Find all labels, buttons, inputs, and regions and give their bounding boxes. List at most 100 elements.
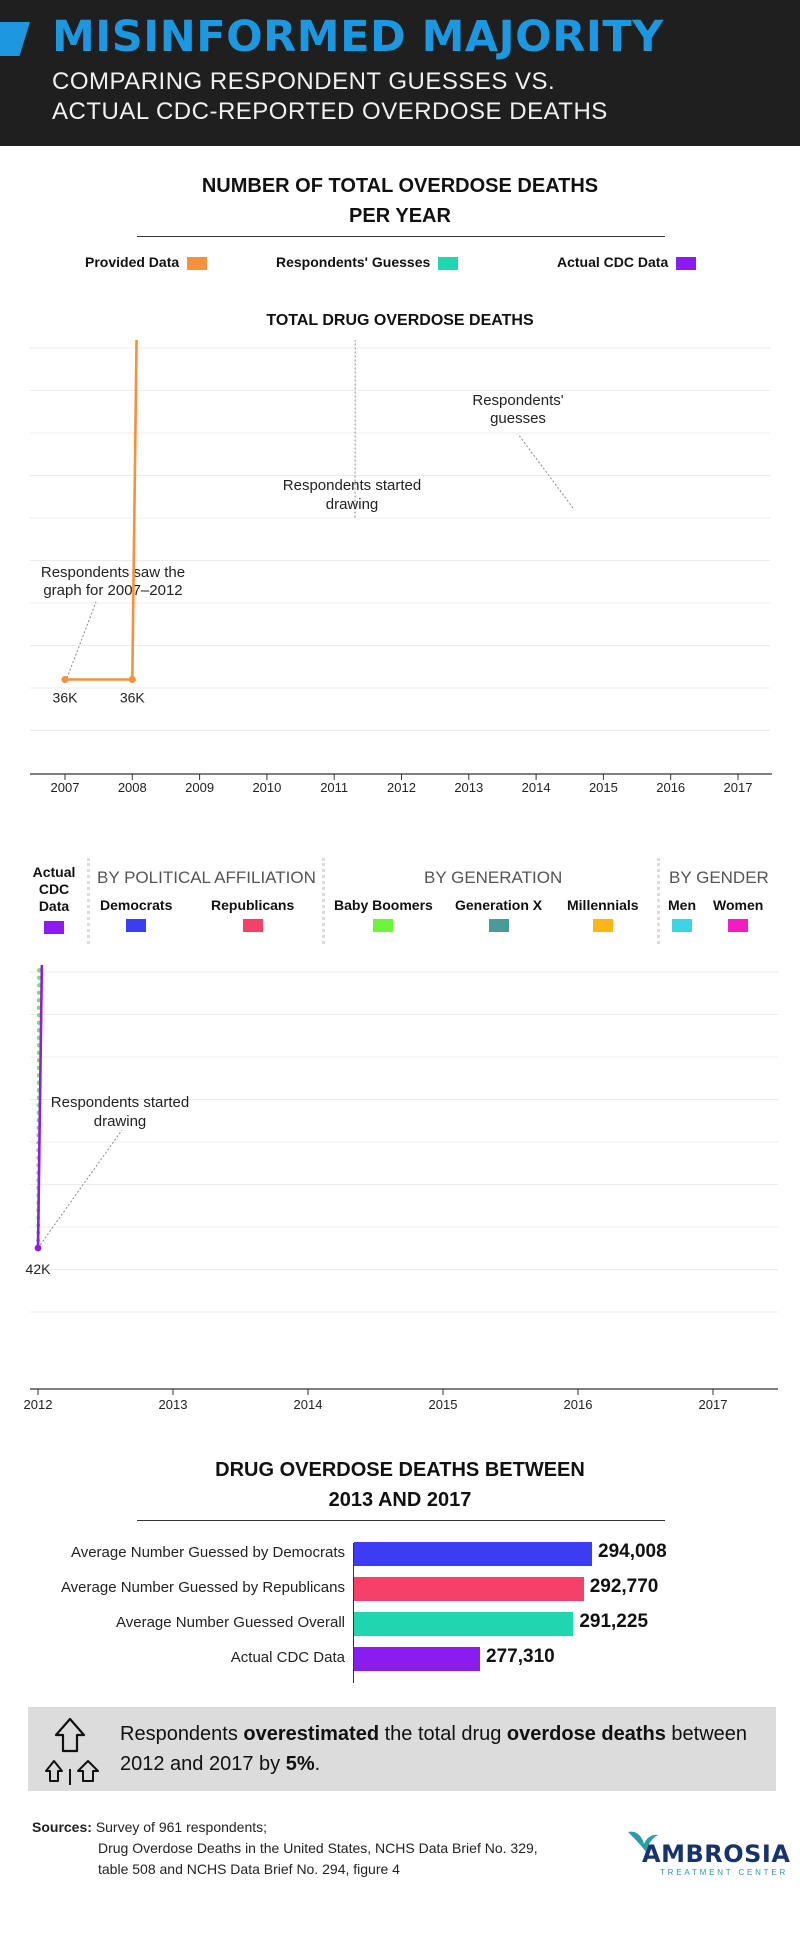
ambrosia-logo: AMBROSIA TREATMENT CENTER: [626, 1826, 790, 1878]
chart2-annotations: Respondents started drawing: [37, 1094, 189, 1249]
header-accent-shape: [0, 22, 30, 56]
legend2-swatch: [592, 919, 613, 932]
header-banner: MISINFORMED MAJORITY COMPARING RESPONDEN…: [0, 0, 800, 146]
x-tick-label: 2014: [294, 1397, 323, 1412]
x-tick-label: 2015: [589, 780, 618, 795]
legend2-label: Women: [713, 897, 764, 913]
data-point: [128, 675, 136, 684]
section-title-2013-2017: DRUG OVERDOSE DEATHS BETWEEN 2013 AND 20…: [0, 1455, 800, 1515]
annotation-text: guesses: [490, 410, 546, 427]
annotation-text: Respondents saw the: [41, 564, 185, 581]
x-tick-label: 2010: [252, 780, 281, 795]
bar: [354, 1612, 574, 1636]
annotation-text: graph for 2007–2012: [43, 582, 182, 599]
x-tick-label: 2007: [51, 780, 80, 795]
sources-line2: Drug Overdose Deaths in the United State…: [98, 1840, 538, 1856]
legend2-swatch: [242, 919, 263, 932]
x-tick-label: 2015: [429, 1397, 458, 1412]
annotation-leader: [37, 1129, 123, 1249]
chart2-gridlines: [30, 971, 778, 1313]
legend2-label: Democrats: [100, 897, 173, 913]
legend2-millennials: Millennials: [567, 897, 639, 932]
annotation-text: Respondents': [472, 392, 563, 409]
legend2-label: Republicans: [211, 897, 295, 913]
bar-row: Average Number Guessed by Republicans 292…: [0, 1575, 800, 1603]
legend2-label: Baby Boomers: [334, 897, 433, 913]
data-label: 36K: [120, 690, 146, 706]
arrows-up-icon: [45, 1717, 99, 1785]
sources-line3: table 508 and NCHS Data Brief No. 294, f…: [98, 1861, 400, 1877]
callout-text-bold: 5%: [285, 1753, 315, 1775]
bird-icon: [628, 1831, 658, 1852]
chart1-title: TOTAL DRUG OVERDOSE DEATHS: [266, 312, 534, 329]
x-tick-label: 2017: [724, 780, 753, 795]
legend-respondents-guesses: Respondents' Guesses: [276, 254, 459, 270]
legend2-separator: [657, 858, 660, 944]
section-title-line1: DRUG OVERDOSE DEATHS BETWEEN: [215, 1459, 585, 1481]
legend-label: Provided Data: [85, 254, 180, 270]
x-tick-label: 2012: [24, 1397, 53, 1412]
bar-value-label: 291,225: [579, 1611, 649, 1632]
legend2-swatch: [44, 921, 64, 934]
legend2-separator: [322, 858, 325, 944]
bar-category-label: Average Number Guessed by Republicans: [60, 1579, 345, 1596]
x-tick-label: 2009: [185, 780, 214, 795]
callout-text-part: .: [314, 1753, 321, 1775]
bar-value-label: 292,770: [589, 1576, 659, 1597]
annotation-text: Respondents started: [283, 477, 421, 494]
legend-provided-data: Provided Data: [85, 254, 208, 270]
chart1-series: [61, 340, 138, 684]
line-chart-guesses-by-group: 2012 2013 2014 2015 2016 2017 Respondents sta…: [24, 965, 778, 1412]
chart1-gridlines: [30, 347, 770, 731]
callout-text-part: the total drug: [379, 1723, 507, 1745]
annotation-text: drawing: [326, 496, 379, 513]
section-title-line1: NUMBER OF TOTAL OVERDOSE DEATHS: [201, 175, 599, 197]
x-tick-label: 2013: [159, 1397, 188, 1412]
legend2-women: Women: [713, 897, 763, 932]
legend2-group-gender: BY GENDER: [669, 868, 769, 887]
legend2-label: Millennials: [567, 897, 639, 913]
bar-row: Average Number Guessed Overall 291,225: [0, 1610, 800, 1638]
annotation-text: drawing: [94, 1113, 147, 1130]
callout-text-bold: overdose deaths: [506, 1723, 666, 1745]
x-tick-label: 2008: [118, 780, 147, 795]
callout-text-part: between 2012 and 2017 by: [120, 1723, 748, 1775]
section-title-line2: 2013 AND 2017: [328, 1489, 472, 1511]
line-chart-total-overdose-deaths: 2007 2008 2009 2010 2011 2012 2013 2014 2015 2016…: [30, 340, 772, 795]
sources: Sources: Survey of 961 respondents; Drug…: [32, 1817, 538, 1880]
sources-label: Sources:: [32, 1819, 92, 1835]
provided-data-line: [63, 340, 138, 681]
section-divider: [137, 236, 665, 237]
section-title-overdose-per-year: NUMBER OF TOTAL OVERDOSE DEATHS PER YEAR: [0, 171, 800, 231]
bar-chart-axis: [353, 1543, 354, 1683]
legend-actual-cdc: Actual CDC Data: [557, 254, 697, 270]
callout-text-bold: overestimated: [243, 1723, 380, 1745]
bar-category-label: Actual CDC Data: [230, 1649, 345, 1666]
page-subtitle-line2: ACTUAL CDC-REPORTED OVERDOSE DEATHS: [52, 98, 608, 125]
page-title: MISINFORMED MAJORITY: [52, 12, 664, 62]
callout-text: Respondents overestimated the total drug…: [120, 1719, 760, 1779]
bar-category-label: Average Number Guessed by Democrats: [70, 1544, 345, 1561]
logo-tagline: TREATMENT CENTER: [660, 1868, 789, 1877]
x-tick-label: 2016: [564, 1397, 593, 1412]
x-tick-label: 2016: [656, 780, 685, 795]
legend2-generation-x: Generation X: [455, 897, 542, 932]
chart2-series: [34, 965, 44, 1252]
legend2-group-generation: BY GENERATION: [424, 868, 563, 887]
bar-row: Average Number Guessed by Democrats 294,0…: [0, 1540, 800, 1568]
x-tick-label: 2012: [387, 780, 416, 795]
legend2-baby-boomers: Baby Boomers: [334, 897, 433, 932]
bar-category-label: Average Number Guessed Overall: [116, 1614, 345, 1631]
chart2-data-labels: 42K44K47K52K64K70K: [26, 1261, 52, 1277]
legend2-separator: [87, 858, 90, 944]
annotation-leader: [66, 601, 97, 679]
bar-value-label: 294,008: [598, 1541, 667, 1562]
bar: [354, 1542, 592, 1566]
legend2-label: Men: [668, 897, 696, 913]
legend2-republicans: Republicans: [211, 897, 294, 932]
legend2-men: Men: [668, 897, 696, 932]
page-subtitle-line1: COMPARING RESPONDENT GUESSES VS.: [52, 68, 556, 95]
legend2-swatch: [126, 919, 147, 932]
bar: [354, 1647, 481, 1671]
